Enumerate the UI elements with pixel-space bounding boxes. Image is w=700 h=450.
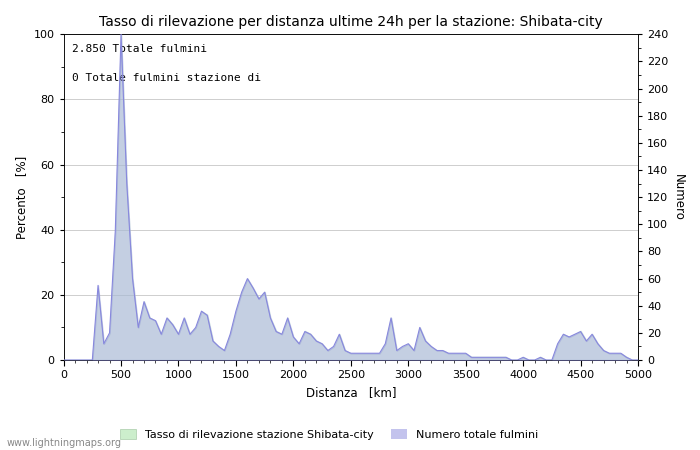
Y-axis label: Numero: Numero bbox=[672, 174, 685, 220]
Text: 0 Totale fulmini stazione di: 0 Totale fulmini stazione di bbox=[72, 73, 261, 83]
Y-axis label: Percento   [%]: Percento [%] bbox=[15, 156, 28, 239]
X-axis label: Distanza   [km]: Distanza [km] bbox=[306, 386, 396, 399]
Text: www.lightningmaps.org: www.lightningmaps.org bbox=[7, 438, 122, 448]
Title: Tasso di rilevazione per distanza ultime 24h per la stazione: Shibata-city: Tasso di rilevazione per distanza ultime… bbox=[99, 15, 603, 29]
Text: 2.850 Totale fulmini: 2.850 Totale fulmini bbox=[72, 44, 207, 54]
Legend: Tasso di rilevazione stazione Shibata-city, Numero totale fulmini: Tasso di rilevazione stazione Shibata-ci… bbox=[120, 429, 538, 440]
